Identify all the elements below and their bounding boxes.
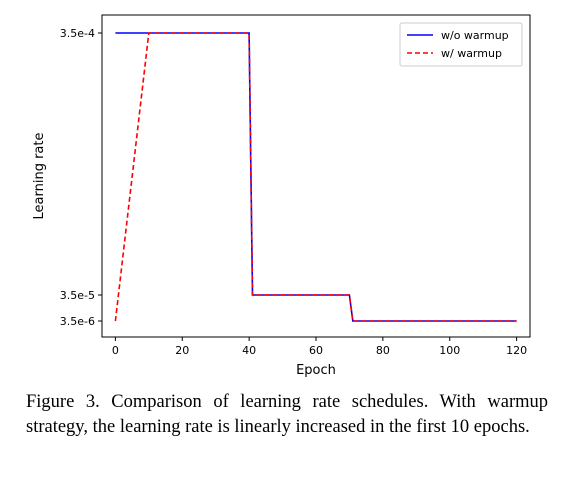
x-tick-label: 40 xyxy=(242,344,256,357)
x-tick-label: 80 xyxy=(376,344,390,357)
x-tick-label: 100 xyxy=(439,344,460,357)
series-line-1 xyxy=(115,32,517,322)
y-axis-ticks: 3.5e-4 3.5e-5 3.5e-6 xyxy=(60,27,102,328)
x-tick-label: 0 xyxy=(112,344,119,357)
x-axis-ticks: 0 20 40 60 80 100 120 xyxy=(112,337,527,357)
x-axis-label: Epoch xyxy=(296,363,336,378)
legend-label-1: w/o warmup xyxy=(441,29,509,42)
y-axis-label: Learning rate xyxy=(32,133,47,220)
figure-caption: Figure 3. Comparison of learning rate sc… xyxy=(26,392,548,437)
series-line-2 xyxy=(114,32,517,322)
legend: w/o warmup w/ warmup xyxy=(399,22,523,67)
series-layer xyxy=(114,32,517,322)
legend-label-2: w/ warmup xyxy=(441,47,502,60)
x-tick-label: 60 xyxy=(309,344,323,357)
y-tick-label: 3.5e-4 xyxy=(60,27,95,40)
y-tick-label: 3.5e-6 xyxy=(60,315,95,328)
x-tick-label: 120 xyxy=(506,344,527,357)
learning-rate-chart: 0 20 40 60 80 100 120 3.5e-4 3.5e-5 3.5e-6 Epoch… xyxy=(32,14,531,378)
y-tick-label: 3.5e-5 xyxy=(60,289,95,302)
legend-box xyxy=(399,22,523,67)
x-tick-label: 20 xyxy=(175,344,189,357)
